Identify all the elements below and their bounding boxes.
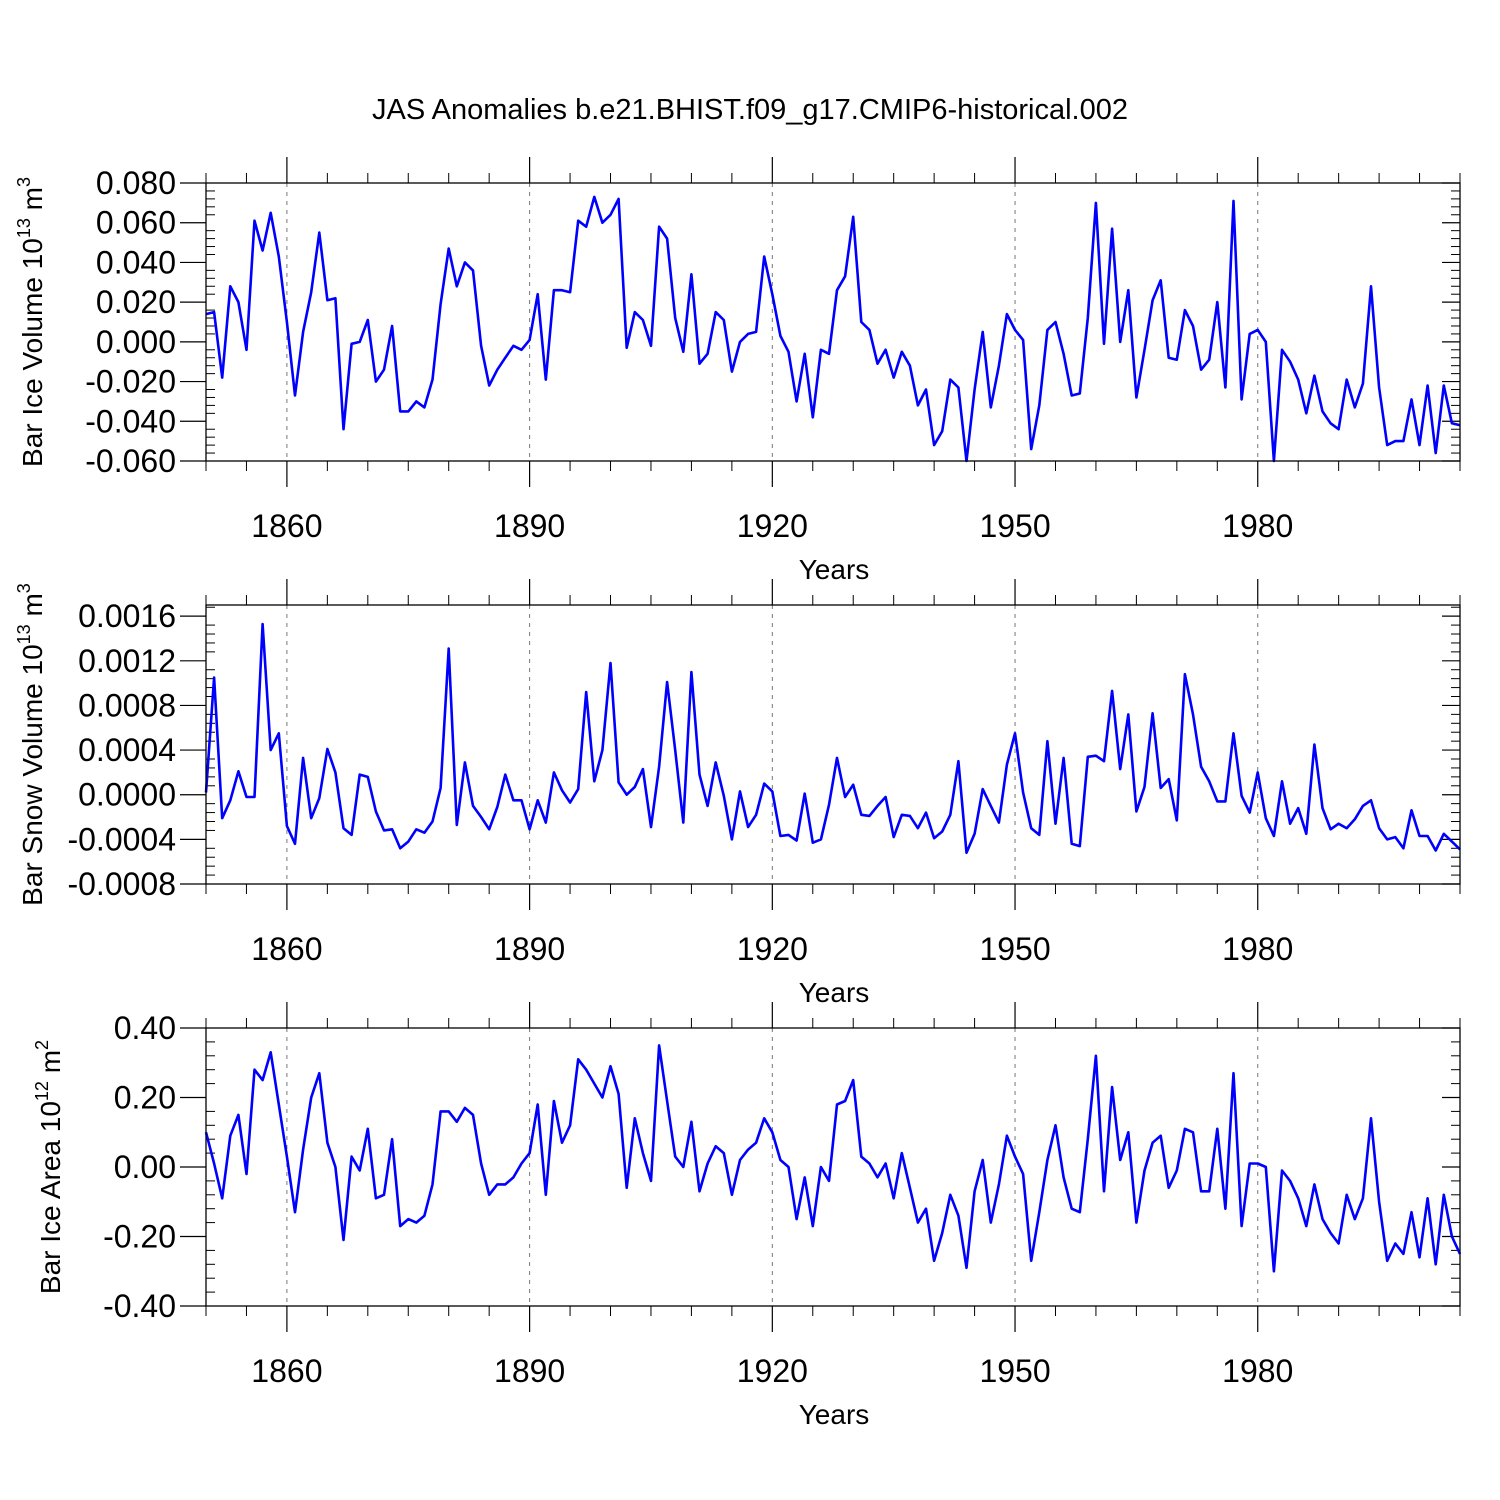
- x-tick-label: 1980: [1222, 931, 1293, 967]
- x-tick-label: 1860: [251, 1353, 322, 1389]
- y-tick-label: 0.040: [96, 244, 176, 280]
- y-tick-label: 0.0012: [78, 643, 176, 679]
- y-tick-label: 0.0008: [78, 687, 176, 723]
- x-axis-title: Years: [799, 554, 870, 585]
- y-tick-label: -0.040: [85, 403, 176, 439]
- y-tick-label: -0.0004: [67, 821, 176, 857]
- y-axis-title: Bar Ice Volume 1013 m3: [14, 177, 48, 467]
- x-tick-label: 1920: [737, 931, 808, 967]
- figure-title: JAS Anomalies b.e21.BHIST.f09_g17.CMIP6-…: [372, 94, 1128, 126]
- y-axis-title: Bar Snow Volume 1013 m3: [14, 583, 48, 906]
- x-tick-label: 1950: [979, 508, 1050, 544]
- x-tick-label: 1860: [251, 508, 322, 544]
- y-tick-label: 0.000: [96, 324, 176, 360]
- series-line-bar-ice-volume: [205, 195, 1461, 463]
- x-tick-label: 1950: [979, 1353, 1050, 1389]
- panel-3: -0.40 -0.20 0.00 0.20 0.40 1860 1890 1920 1950 19…: [32, 1002, 1462, 1430]
- panel-2: -0.0008 -0.0004 0.0000 0.0004 0.0008 0.0012 0.…: [14, 579, 1461, 1008]
- x-tick-label: 1950: [979, 931, 1050, 967]
- x-tick-label: 1920: [737, 1353, 808, 1389]
- y-tick-label: 0.0004: [78, 732, 176, 768]
- series-line-bar-ice-area: [204, 1044, 1462, 1273]
- y-tick-label: 0.00: [114, 1149, 176, 1185]
- y-tick-label: 0.0000: [78, 777, 176, 813]
- y-axis-title: Bar Ice Area 1012 m2: [32, 1040, 66, 1294]
- y-tick-label: -0.40: [103, 1288, 176, 1324]
- x-axis-title: Years: [799, 1399, 870, 1430]
- x-tick-label: 1980: [1222, 508, 1293, 544]
- y-tick-label: 0.40: [114, 1010, 176, 1046]
- plot-frame: [205, 182, 1461, 462]
- x-tick-label: 1920: [737, 508, 808, 544]
- y-tick-label: 0.060: [96, 205, 176, 241]
- y-tick-label: 0.080: [96, 165, 176, 201]
- y-tick-label: 0.20: [114, 1080, 176, 1116]
- plot-frame: [205, 604, 1461, 885]
- series-line-bar-snow-volume: [204, 622, 1461, 855]
- y-tick-label: 0.0016: [78, 598, 176, 634]
- y-tick-label: -0.020: [85, 364, 176, 400]
- plot-frame: [205, 1027, 1461, 1307]
- x-tick-label: 1890: [494, 1353, 565, 1389]
- x-axis-title: Years: [799, 977, 870, 1008]
- x-tick-label: 1890: [494, 931, 565, 967]
- y-tick-label: -0.060: [85, 443, 176, 479]
- x-tick-label: 1980: [1222, 1353, 1293, 1389]
- y-tick-label: 0.020: [96, 284, 176, 320]
- y-tick-label: -0.0008: [67, 866, 176, 902]
- x-tick-label: 1890: [494, 508, 565, 544]
- x-tick-label: 1860: [251, 931, 322, 967]
- y-tick-label: -0.20: [103, 1219, 176, 1255]
